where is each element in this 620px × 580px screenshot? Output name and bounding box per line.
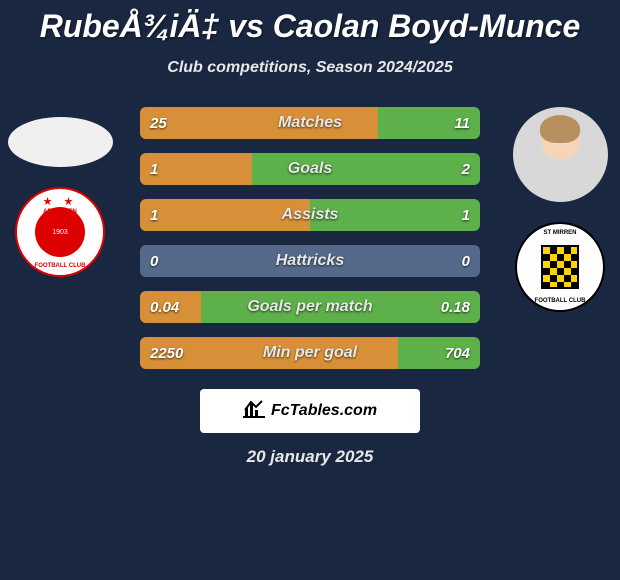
footer-attribution: FcTables.com — [200, 389, 420, 433]
stat-row: 0.040.18Goals per match — [140, 291, 480, 323]
left-player-column: ★ ★ ABERDEEN 1903 FOOTBALL CLUB — [0, 107, 120, 277]
stat-label: Matches — [140, 107, 480, 139]
stat-label: Min per goal — [140, 337, 480, 369]
crest-right-top-text: ST MIRREN — [517, 230, 603, 236]
date-text: 20 january 2025 — [0, 447, 620, 467]
player-photo-right — [513, 107, 608, 202]
player-photo-left — [8, 117, 113, 167]
crest-right-center — [541, 245, 579, 289]
club-crest-right: ST MIRREN FOOTBALL CLUB — [515, 222, 605, 312]
crest-left-bottom-text: FOOTBALL CLUB — [17, 263, 103, 269]
comparison-content: ★ ★ ABERDEEN 1903 FOOTBALL CLUB ST MIRRE… — [0, 107, 620, 369]
stat-label: Goals — [140, 153, 480, 185]
chart-icon — [243, 400, 265, 423]
stat-label: Goals per match — [140, 291, 480, 323]
stat-row: 00Hattricks — [140, 245, 480, 277]
crest-right-bottom-text: FOOTBALL CLUB — [517, 298, 603, 304]
footer-text: FcTables.com — [271, 402, 377, 420]
stats-bars: 2511Matches 12Goals 11Assists 00Hattricks 0.… — [140, 107, 480, 369]
page-title: RubeÅ¾iÄ‡ vs Caolan Boyd-Munce — [0, 0, 620, 45]
right-player-column: ST MIRREN FOOTBALL CLUB — [500, 107, 620, 312]
club-crest-left: ★ ★ ABERDEEN 1903 FOOTBALL CLUB — [15, 187, 105, 277]
stat-label: Hattricks — [140, 245, 480, 277]
page-subtitle: Club competitions, Season 2024/2025 — [0, 59, 620, 77]
stat-label: Assists — [140, 199, 480, 231]
stat-row: 2250704Min per goal — [140, 337, 480, 369]
stat-row: 11Assists — [140, 199, 480, 231]
stat-row: 2511Matches — [140, 107, 480, 139]
stat-row: 12Goals — [140, 153, 480, 185]
crest-left-center: 1903 — [35, 207, 85, 257]
